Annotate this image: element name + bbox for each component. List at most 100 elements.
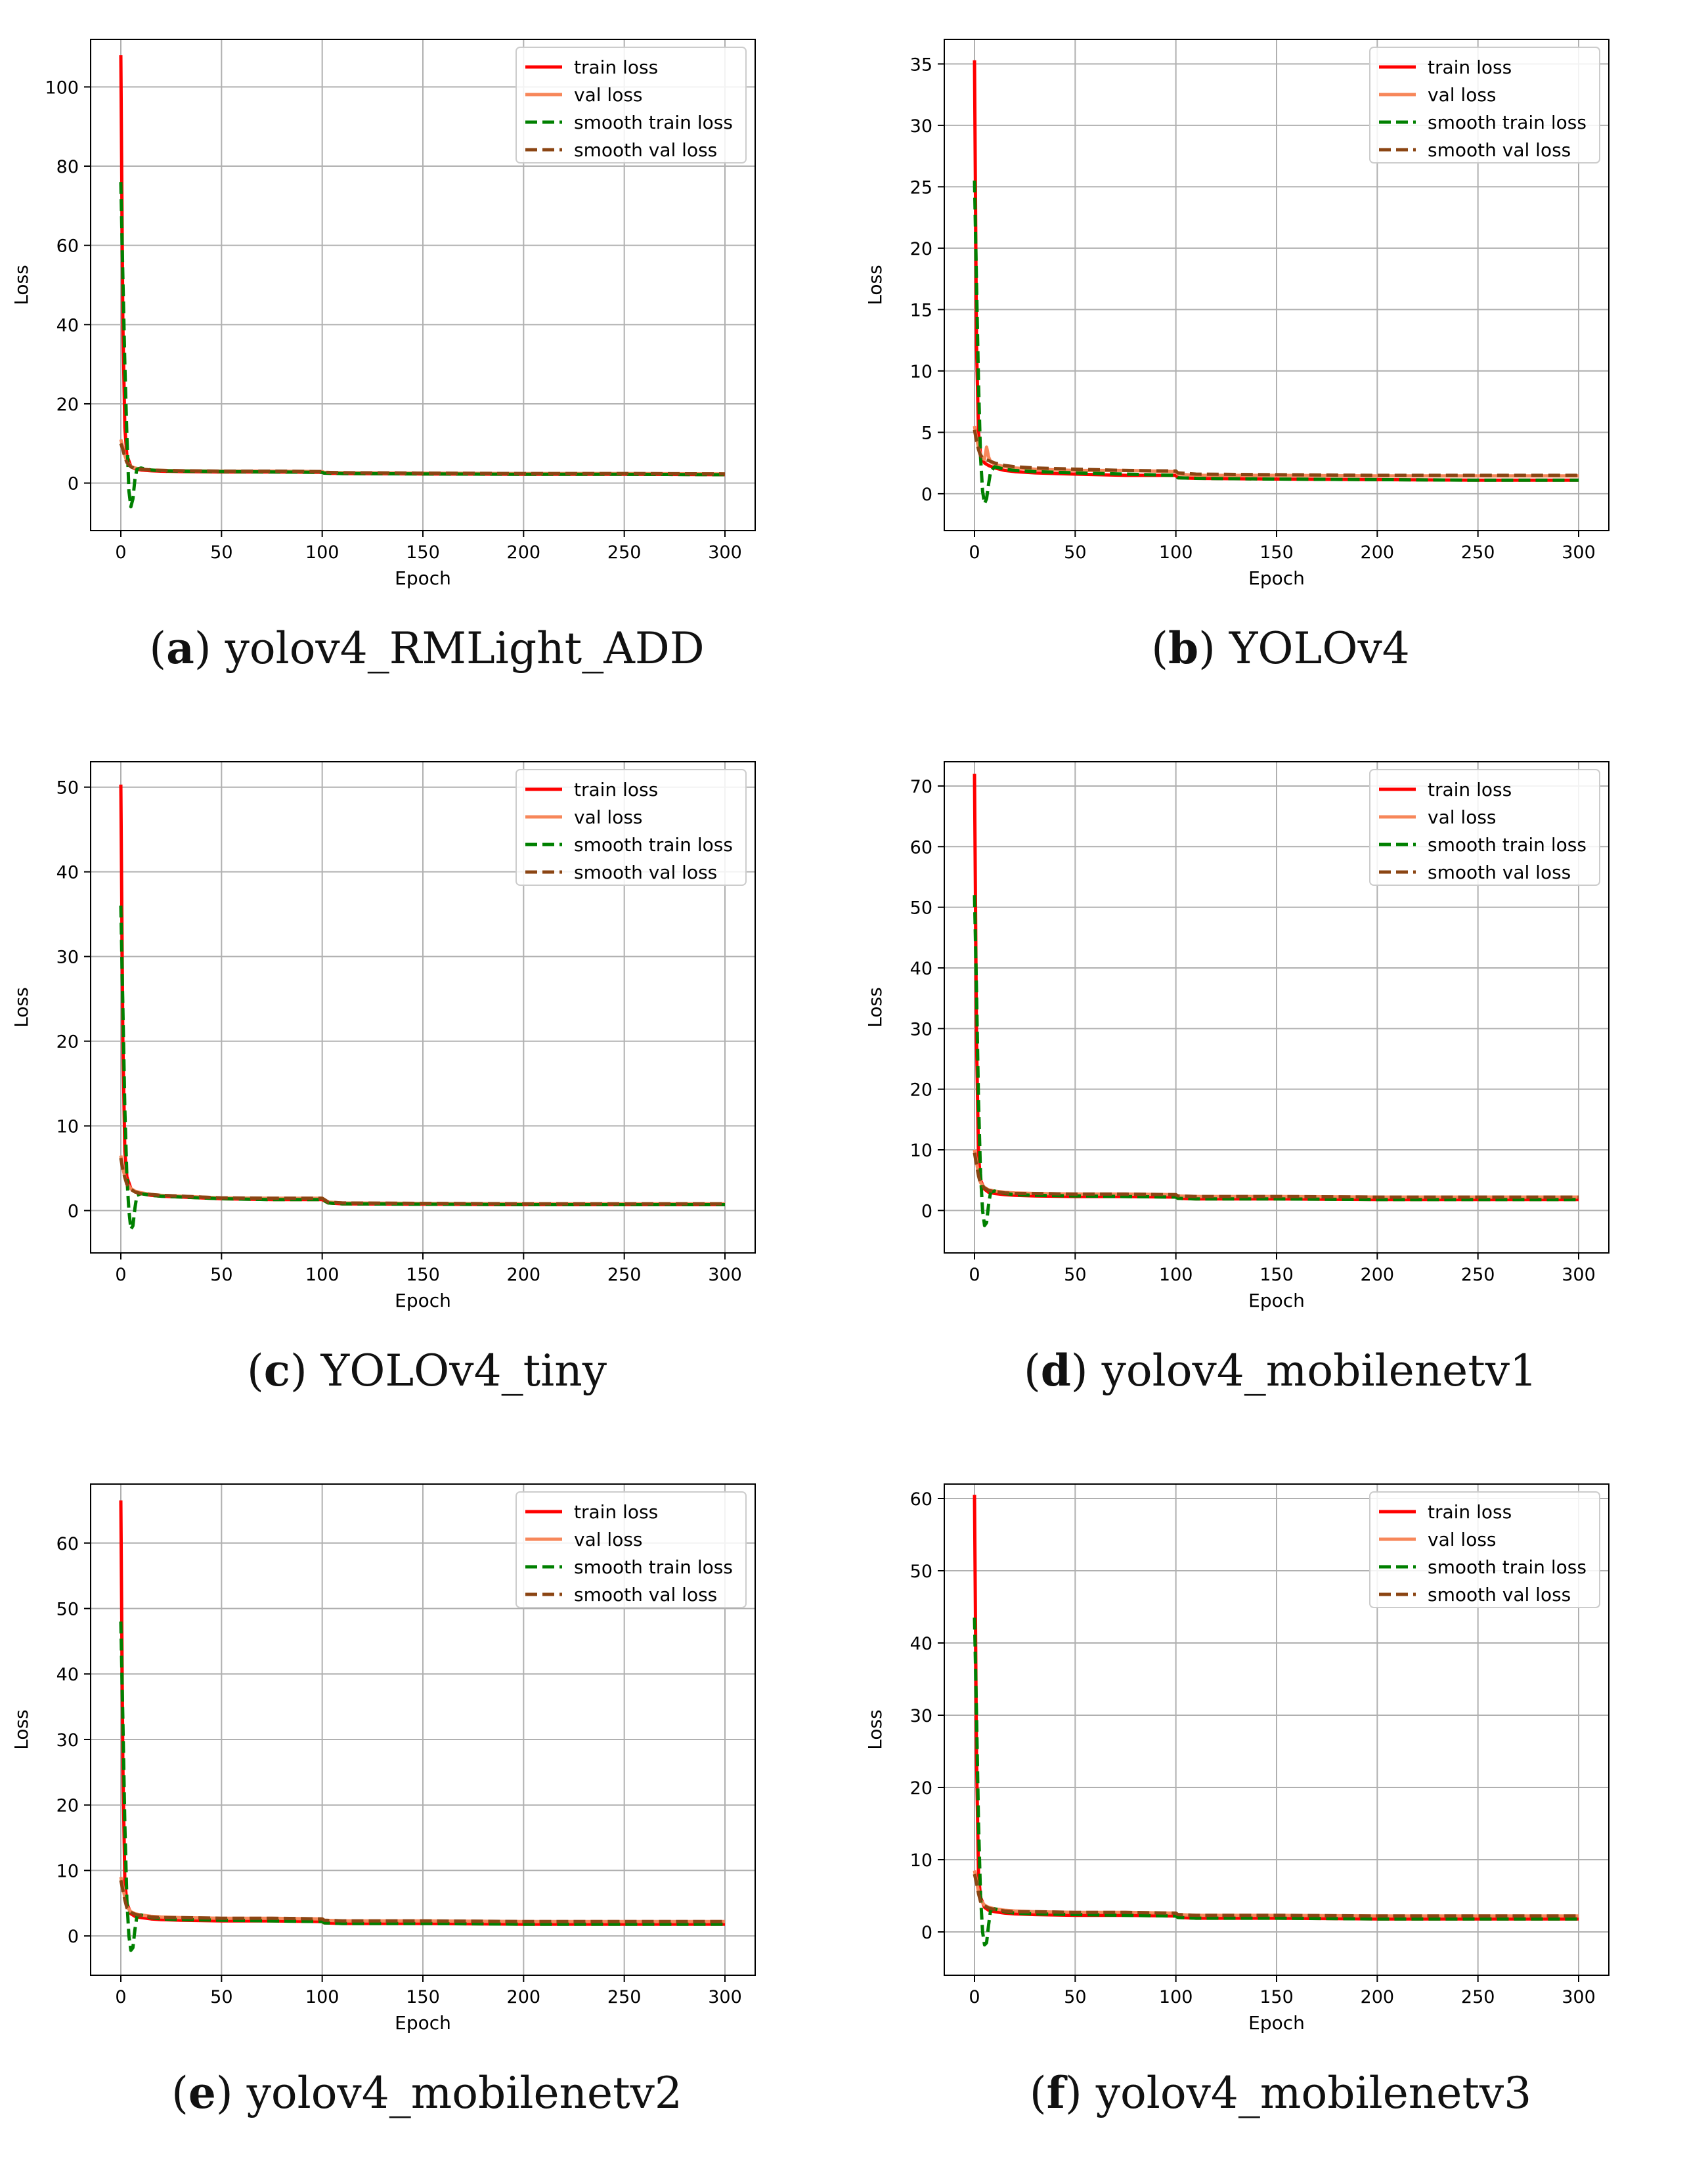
x-tick-label: 250: [1461, 1265, 1495, 1285]
series-group: [119, 784, 725, 1231]
x-tick-label: 0: [115, 1265, 126, 1285]
series-line-smooth-train-loss: [973, 895, 1579, 1227]
legend-label: train loss: [1428, 1501, 1512, 1523]
y-tick-label: 25: [910, 177, 932, 198]
caption-letter: c: [263, 1345, 290, 1396]
subplot-c: 0 50 100 150 200 250 300 0 10 20 30 40 50 Epoch Loss tr…: [0, 722, 854, 1445]
x-tick-label: 250: [607, 1265, 642, 1285]
y-tick-label: 100: [45, 77, 79, 98]
y-tick-label: 0: [921, 1923, 932, 1943]
caption-letter: e: [188, 2067, 216, 2118]
legend-label: val loss: [574, 1529, 643, 1550]
legend-box: [1369, 769, 1600, 886]
series-line-smooth-val-loss: [973, 1873, 1579, 1918]
y-tick-label: 20: [910, 1778, 932, 1799]
series-group: [973, 60, 1579, 506]
y-tick-label: 20: [56, 1796, 79, 1816]
x-tick-label: 0: [115, 542, 126, 563]
x-tick-label: 150: [406, 1987, 440, 2007]
caption-d: (d) yolov4_mobilenetv1: [1024, 1345, 1537, 1396]
y-axis-label: Loss: [11, 987, 32, 1027]
x-tick-label: 250: [607, 1987, 642, 2007]
series-line-smooth-train-loss: [973, 180, 1579, 506]
legend-box: [1369, 47, 1600, 164]
y-tick-label: 15: [910, 300, 932, 320]
x-tick-label: 250: [1461, 542, 1495, 563]
y-tick-label: 30: [910, 1706, 932, 1726]
chart-a: 0 50 100 150 200 250 300 0 20 40 60 80 100 Epoch Loss t…: [11, 39, 756, 589]
x-tick-label: 50: [210, 1265, 232, 1285]
caption-letter: b: [1168, 623, 1199, 674]
legend-label: smooth train loss: [1428, 112, 1587, 133]
y-tick-label: 50: [910, 898, 932, 919]
x-tick-label: 200: [1361, 542, 1395, 563]
x-axis-label: Epoch: [1248, 567, 1305, 589]
y-tick-label: 10: [910, 1850, 932, 1871]
y-tick-label: 30: [56, 1730, 79, 1751]
x-tick-label: 200: [1361, 1265, 1395, 1285]
legend-label: val loss: [1428, 806, 1497, 828]
legend-box: [1369, 1491, 1600, 1608]
series-group: [973, 1495, 1579, 1947]
caption-letter: f: [1046, 2067, 1066, 2118]
ticks: 0 50 100 150 200 250 300 0 10 20 30 40 50 60: [910, 1489, 1596, 2007]
series-group: [973, 774, 1579, 1227]
legend-box: [515, 47, 747, 164]
legend-label: train loss: [574, 779, 658, 800]
legend-label: val loss: [1428, 1529, 1497, 1550]
legend-label: smooth train loss: [574, 1556, 733, 1578]
x-tick-label: 250: [607, 542, 642, 563]
ticks: 0 50 100 150 200 250 300 0 10 20 30 40 50 60: [56, 1534, 742, 2007]
y-tick-label: 40: [56, 863, 79, 883]
y-tick-label: 40: [910, 1634, 932, 1654]
y-tick-label: 60: [910, 837, 932, 858]
legend-label: smooth val loss: [574, 139, 717, 161]
caption-f: (f) yolov4_mobilenetv3: [1029, 2067, 1532, 2118]
chart-e: 0 50 100 150 200 250 300 0 10 20 30 40 50 60 Epoch Loss…: [11, 1483, 756, 2034]
ticks: 0 50 100 150 200 250 300 0 20 40 60 80 100: [45, 77, 741, 563]
legend-label: train loss: [1428, 779, 1512, 800]
y-tick-label: 20: [910, 239, 932, 259]
y-tick-label: 30: [910, 1019, 932, 1040]
x-tick-label: 150: [406, 1265, 440, 1285]
y-tick-label: 5: [921, 423, 932, 443]
legend: train loss val loss smooth train loss smoot…: [515, 47, 747, 164]
x-tick-label: 300: [1562, 542, 1596, 563]
x-tick-label: 250: [1461, 1987, 1495, 2007]
y-tick-label: 50: [910, 1562, 932, 1582]
subplot-e: 0 50 100 150 200 250 300 0 10 20 30 40 50 60 Epoch Loss…: [0, 1445, 854, 2167]
legend-label: smooth val loss: [1428, 1584, 1571, 1606]
y-tick-label: 40: [910, 959, 932, 979]
x-tick-label: 0: [115, 1987, 126, 2007]
legend-label: smooth train loss: [574, 112, 733, 133]
y-tick-label: 70: [910, 777, 932, 797]
y-tick-label: 0: [921, 1201, 932, 1221]
x-tick-label: 150: [406, 542, 440, 563]
y-tick-label: 0: [68, 1927, 79, 1947]
legend-label: smooth train loss: [1428, 1556, 1587, 1578]
x-tick-label: 50: [1064, 542, 1086, 563]
ticks: 0 50 100 150 200 250 300 0 5 10 15 20 25 30 35: [910, 55, 1596, 563]
series-line-smooth-val-loss: [973, 429, 1579, 477]
series-line-smooth-val-loss: [973, 1152, 1579, 1199]
caption-b: (b) YOLOv4: [1151, 623, 1410, 674]
x-tick-label: 300: [708, 1987, 742, 2007]
chart-d: 0 50 100 150 200 250 300 0 10 20 30 40 50 60 70 Epoch Lo…: [864, 761, 1609, 1311]
x-axis-label: Epoch: [395, 567, 451, 589]
legend: train loss val loss smooth train loss smoot…: [515, 1491, 747, 1608]
legend-label: val loss: [1428, 84, 1497, 106]
caption-e: (e) yolov4_mobilenetv2: [171, 2067, 682, 2118]
y-tick-label: 10: [910, 362, 932, 382]
x-tick-label: 300: [708, 542, 742, 563]
subplot-d: 0 50 100 150 200 250 300 0 10 20 30 40 50 60 70 Epoch Lo…: [854, 722, 1707, 1445]
caption-c: (c) YOLOv4_tiny: [247, 1345, 607, 1396]
caption-letter: d: [1040, 1345, 1071, 1396]
chart-c: 0 50 100 150 200 250 300 0 10 20 30 40 50 Epoch Loss tr…: [11, 761, 756, 1311]
caption-name: yolov4_mobilenetv1: [1101, 1346, 1537, 1396]
legend-label: train loss: [1428, 56, 1512, 78]
y-tick-label: 50: [56, 1599, 79, 1619]
caption-name: YOLOv4: [1229, 623, 1410, 674]
series-group: [119, 1500, 725, 1952]
caption-name: yolov4_mobilenetv3: [1095, 2068, 1532, 2118]
